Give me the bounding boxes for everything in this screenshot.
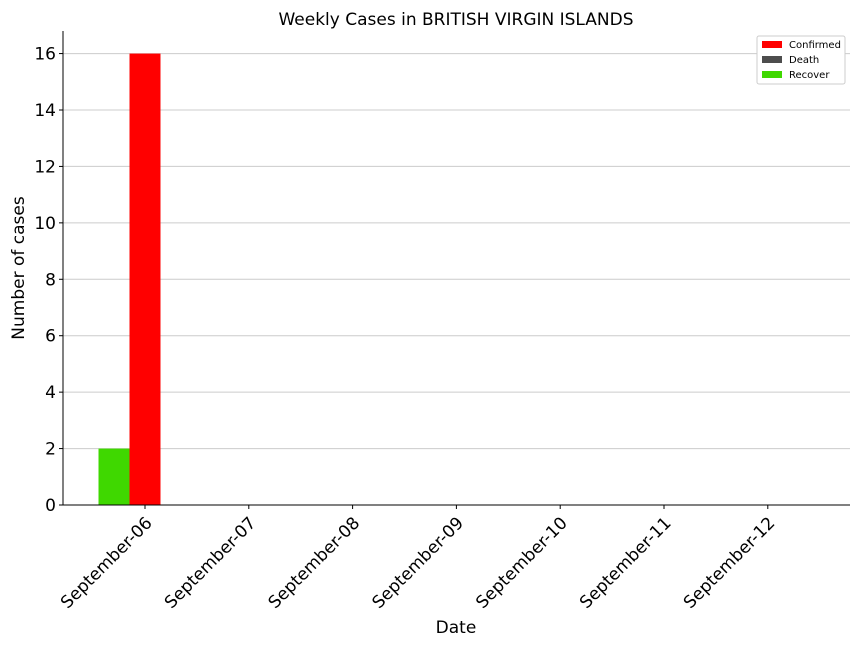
y-tick-label: 10 (34, 214, 56, 234)
bar-recover (98, 448, 130, 505)
legend-swatch-death (762, 56, 782, 63)
y-axis-label: Number of cases (9, 196, 29, 340)
y-axis-ticks: 0 2 4 6 8 10 12 14 16 (34, 45, 63, 516)
x-tick-label: September-11 (576, 513, 675, 612)
legend-label-recover: Recover (789, 70, 830, 81)
x-tick-label: September-07 (161, 513, 260, 612)
x-tick-label: September-12 (680, 513, 779, 612)
y-tick-label: 16 (34, 45, 56, 65)
x-tick-label: September-10 (472, 513, 571, 612)
y-tick-label: 12 (34, 157, 56, 177)
x-tick-label: September-08 (265, 513, 364, 612)
bar-confirmed (129, 53, 161, 505)
legend-label-confirmed: Confirmed (789, 40, 841, 51)
y-tick-label: 6 (45, 327, 56, 347)
y-tick-label: 8 (45, 270, 56, 290)
legend-swatch-confirmed (762, 41, 782, 48)
legend-swatch-recover (762, 71, 782, 78)
axes-spines (62, 31, 850, 506)
legend-label-death: Death (789, 55, 819, 66)
x-tick-label: September-06 (57, 513, 156, 612)
y-tick-label: 4 (45, 383, 56, 403)
x-axis-label: Date (436, 618, 477, 638)
x-tick-label: September-09 (368, 513, 467, 612)
legend: Confirmed Death Recover (756, 35, 846, 85)
y-tick-label: 2 (45, 440, 56, 460)
bars (98, 53, 161, 505)
y-tick-label: 14 (34, 101, 56, 121)
x-axis-ticks: September-06 September-07 September-08 Sept… (57, 505, 779, 613)
gridlines (63, 53, 850, 450)
y-tick-label: 0 (45, 496, 56, 516)
chart-title: Weekly Cases in BRITISH VIRGIN ISLANDS (278, 10, 633, 30)
